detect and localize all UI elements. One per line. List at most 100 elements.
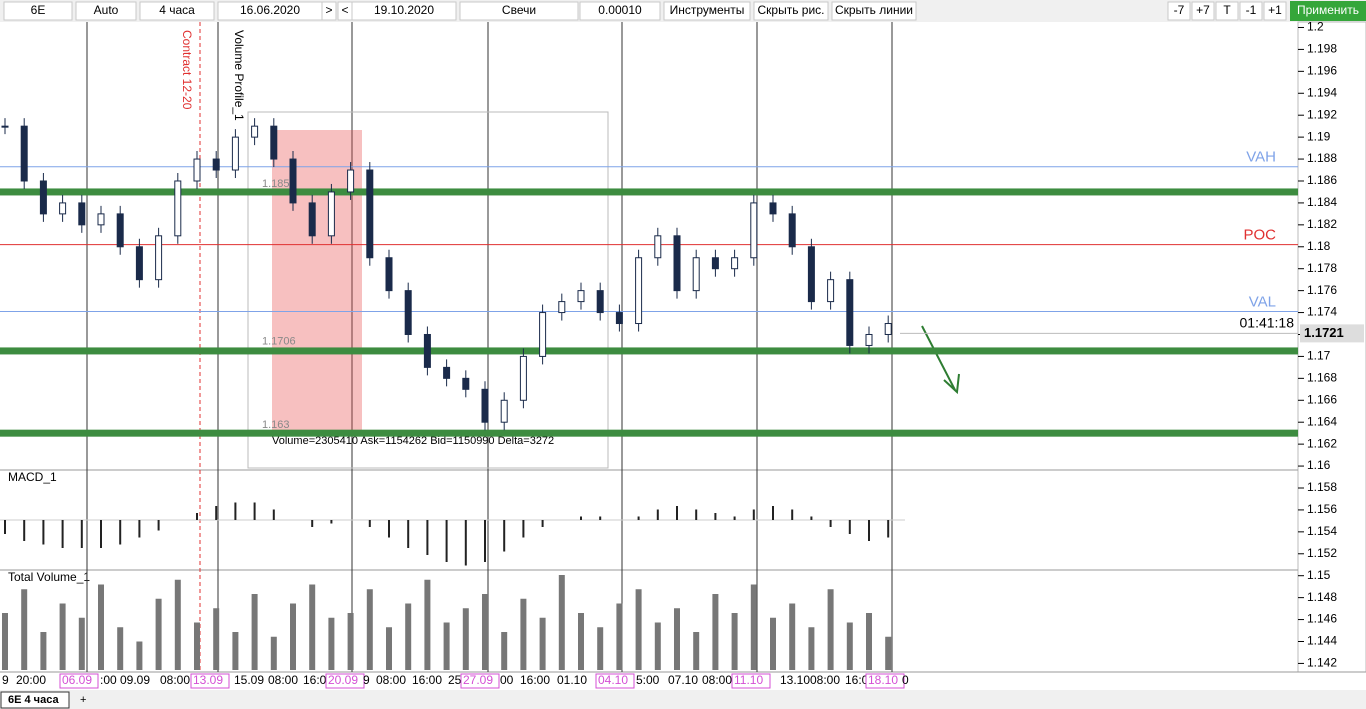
y-tick-label: 1.158 bbox=[1307, 480, 1337, 494]
candle-body bbox=[769, 202, 777, 215]
toolbar-text[interactable]: Auto bbox=[94, 3, 119, 17]
profile-price: 1.185 bbox=[262, 178, 290, 190]
toolbar-text[interactable]: Свечи bbox=[502, 3, 536, 17]
y-tick-label: 1.15 bbox=[1307, 568, 1331, 582]
toolbar-text[interactable]: < bbox=[341, 3, 348, 17]
profile-box bbox=[247, 111, 609, 469]
toolbar-text[interactable]: +1 bbox=[1268, 3, 1282, 17]
toolbar-text[interactable]: Скрыть рис. bbox=[757, 3, 824, 17]
volume-bar bbox=[770, 617, 776, 670]
volume-bar bbox=[194, 622, 200, 670]
macd-bar bbox=[637, 516, 640, 520]
candle-body bbox=[78, 202, 86, 226]
macd-bar bbox=[829, 520, 832, 527]
level-label: VAH bbox=[1246, 149, 1276, 166]
volume-bar bbox=[21, 589, 28, 670]
candle-body bbox=[116, 213, 124, 248]
toolbar-button[interactable] bbox=[351, 1, 457, 21]
toolbar-text[interactable]: T bbox=[1223, 3, 1231, 17]
volume-bar bbox=[136, 641, 143, 670]
time-highlight bbox=[595, 673, 635, 689]
toolbar-button[interactable] bbox=[321, 1, 337, 21]
time-label: 08:00 bbox=[810, 673, 840, 687]
toolbar-button[interactable] bbox=[663, 1, 751, 21]
toolbar-button[interactable] bbox=[459, 1, 579, 21]
candle-body bbox=[462, 377, 470, 390]
toolbar-button[interactable] bbox=[831, 1, 917, 21]
toolbar-text[interactable]: 6E bbox=[31, 3, 46, 17]
time-label: 16:0 bbox=[845, 673, 869, 687]
y-tick-label: 1.166 bbox=[1307, 392, 1337, 406]
toolbar-button[interactable] bbox=[1215, 1, 1239, 21]
candle-body bbox=[174, 180, 182, 237]
volume-bar bbox=[482, 594, 488, 670]
candle-body bbox=[212, 158, 220, 171]
tab[interactable] bbox=[0, 691, 70, 709]
toolbar-button[interactable] bbox=[1263, 1, 1287, 21]
tab-add[interactable]: + bbox=[80, 694, 86, 706]
macd-title: MACD_1 bbox=[8, 470, 57, 484]
toolbar-text[interactable]: +7 bbox=[1196, 3, 1210, 17]
tab-label[interactable]: 6E 4 часа bbox=[8, 694, 59, 706]
toolbar-text[interactable]: 19.10.2020 bbox=[374, 3, 434, 17]
macd-bar bbox=[4, 520, 6, 534]
candle-body bbox=[884, 323, 892, 335]
candle-body bbox=[481, 388, 489, 423]
candle-body bbox=[827, 279, 835, 303]
level-label: VAL bbox=[1249, 293, 1276, 310]
volume-title: Total Volume_1 bbox=[8, 570, 90, 584]
volume-bar bbox=[616, 603, 623, 670]
candle-body bbox=[1, 125, 9, 128]
timer: 01:41:18 bbox=[1240, 315, 1295, 331]
volume-bar bbox=[174, 579, 181, 670]
macd-bar bbox=[656, 509, 659, 520]
toolbar-text[interactable]: Инструменты bbox=[670, 3, 745, 17]
volume-bar bbox=[40, 632, 47, 670]
apply-text[interactable]: Применить bbox=[1297, 3, 1359, 17]
volume-bar bbox=[578, 613, 584, 670]
volume-bar bbox=[98, 584, 104, 670]
macd-bar bbox=[541, 520, 544, 527]
toolbar-button[interactable] bbox=[3, 1, 73, 21]
toolbar-button[interactable] bbox=[1167, 1, 1191, 21]
volume-bar bbox=[539, 617, 546, 670]
y-tick-label: 1.156 bbox=[1307, 502, 1337, 516]
toolbar-button[interactable] bbox=[75, 1, 137, 21]
apply-button[interactable] bbox=[1290, 1, 1366, 21]
y-tick-label: 1.188 bbox=[1307, 151, 1337, 165]
toolbar-text[interactable]: 16.06.2020 bbox=[240, 3, 300, 17]
level-label: POC bbox=[1243, 227, 1276, 244]
candle-body bbox=[750, 202, 758, 259]
price-axis-bg bbox=[1297, 21, 1366, 673]
candle-body bbox=[558, 301, 566, 314]
candle-body bbox=[846, 279, 854, 346]
macd-bar bbox=[772, 506, 774, 520]
toolbar-text[interactable]: -1 bbox=[1246, 3, 1257, 17]
volume-bar bbox=[309, 584, 316, 670]
toolbar-button[interactable] bbox=[753, 1, 829, 21]
toolbar-text[interactable]: -7 bbox=[1174, 3, 1185, 17]
profile-area bbox=[272, 130, 362, 430]
toolbar-button[interactable] bbox=[1239, 1, 1263, 21]
toolbar-button[interactable] bbox=[1191, 1, 1215, 21]
volume-bar bbox=[59, 603, 66, 670]
toolbar-text[interactable]: 4 часа bbox=[159, 3, 195, 17]
macd-bar bbox=[580, 516, 582, 520]
candle-body bbox=[20, 125, 28, 182]
volume-bar bbox=[635, 589, 642, 670]
arrow-drawing bbox=[921, 325, 960, 395]
toolbar-text[interactable]: Скрыть линии bbox=[835, 3, 913, 17]
time-label: 04.10 bbox=[598, 673, 628, 687]
toolbar-button[interactable] bbox=[139, 1, 215, 21]
y-tick-label: 1.164 bbox=[1307, 414, 1337, 428]
time-label: 27.09 bbox=[463, 673, 493, 687]
price-box-label: 1.1721 bbox=[1304, 325, 1344, 340]
macd-bar bbox=[522, 520, 525, 538]
toolbar-text[interactable]: > bbox=[325, 3, 332, 17]
candle-body bbox=[500, 399, 508, 423]
macd-bar bbox=[138, 520, 141, 538]
time-highlight bbox=[59, 673, 99, 689]
profile-label: Volume Profile_1 bbox=[232, 30, 246, 121]
toolbar-text[interactable]: 0.00010 bbox=[598, 3, 642, 17]
toolbar-button[interactable] bbox=[579, 1, 661, 21]
